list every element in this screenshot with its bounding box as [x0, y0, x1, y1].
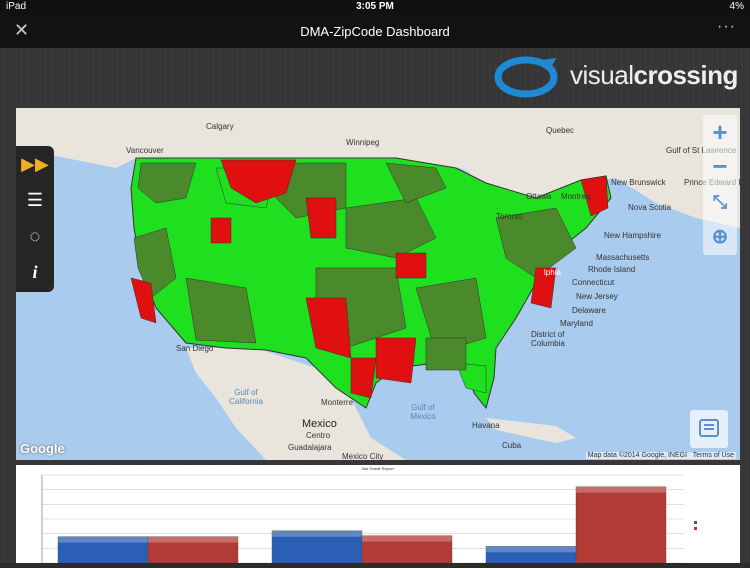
locate-icon[interactable]: ⊕	[711, 225, 729, 248]
legend-swatch-2	[694, 527, 697, 530]
fullscreen-icon[interactable]: ⤡	[712, 191, 728, 212]
map-attribution: Map data ©2014 Google, INEGI Terms of Us…	[585, 452, 736, 459]
label-gulf-st-lawrence: Gulf of St Lawrence	[666, 146, 737, 155]
bar-highlight	[272, 530, 362, 537]
bar-chart	[41, 474, 697, 564]
device-label: iPad	[6, 1, 27, 12]
label-massachusetts: Massachusetts	[596, 253, 650, 262]
bar-B-series-1[interactable]	[271, 530, 363, 564]
list-icon[interactable]: ☰	[26, 189, 44, 210]
battery-level: 4%	[729, 1, 744, 12]
label-toronto: Toronto	[496, 212, 523, 221]
clock: 3:05 PM	[356, 1, 394, 12]
bar-highlight	[576, 486, 666, 493]
label-new-jersey: New Jersey	[576, 292, 618, 301]
label-vancouver: Vancouver	[126, 146, 164, 155]
bar-highlight	[58, 536, 148, 543]
more-icon[interactable]: ···	[717, 18, 736, 35]
label-nova-scotia: Nova Scotia	[628, 203, 672, 212]
legend-swatch-1	[694, 521, 697, 524]
zoom-in-icon[interactable]: +	[712, 116, 728, 147]
page-title: DMA-ZipCode Dashboard	[300, 24, 450, 39]
choropleth-map[interactable]: Calgary Vancouver Winnipeg Quebec Gulf o…	[16, 108, 740, 460]
label-delaware: Delaware	[572, 306, 606, 315]
label-rhode-island: Rhode Island	[588, 265, 636, 274]
label-monterrey: Monterre	[321, 398, 354, 407]
chart-title: Bar Grade Report	[362, 466, 394, 471]
label-philadelphia: lphia	[544, 268, 561, 277]
circle-select-icon[interactable]: ◌	[29, 225, 41, 246]
layers-button[interactable]	[690, 410, 728, 448]
label-ottawa: Ottawa	[526, 192, 552, 201]
label-havana: Havana	[472, 421, 500, 430]
bar-highlight	[148, 536, 238, 543]
label-mexico-city: Mexico City	[342, 452, 384, 460]
zoom-out-icon[interactable]: −	[712, 150, 728, 181]
logo-mark-icon	[494, 56, 558, 98]
label-district-of-columbia: District of Columbia	[531, 330, 565, 348]
map-toolbar: ▶▶ ☰ ◌ i	[16, 146, 54, 292]
label-connecticut: Connecticut	[572, 278, 615, 287]
google-logo: Google	[20, 441, 65, 456]
bar-B-series-2[interactable]	[361, 535, 453, 564]
bar-chart-panel: Bar Grade Report	[16, 465, 740, 564]
label-winnipeg: Winnipeg	[346, 138, 380, 147]
logo-text: visualcrossing	[570, 60, 738, 90]
terms-link[interactable]: Terms of Use	[692, 452, 734, 459]
label-guadalajara: Guadalajara	[288, 443, 332, 452]
label-cuba: Cuba	[502, 441, 522, 450]
label-montreal: Montrea	[561, 192, 591, 201]
layers-icon	[699, 419, 719, 437]
bar-highlight	[362, 535, 452, 542]
visualcrossing-logo: visualcrossing	[492, 54, 742, 100]
bar-highlight	[486, 546, 576, 553]
label-gulf-california: Gulf of California	[229, 388, 263, 406]
label-centro: Centro	[306, 431, 331, 440]
nav-bar: ✕ DMA-ZipCode Dashboard ···	[0, 14, 750, 48]
status-bar: iPad 3:05 PM 4%	[0, 0, 750, 14]
label-mexico: Mexico	[302, 418, 337, 430]
fast-forward-icon[interactable]: ▶▶	[21, 153, 49, 174]
label-maryland: Maryland	[560, 319, 593, 328]
map-zoom-control: + − ⤡ ⊕	[703, 115, 737, 255]
label-new-hampshire: New Hampshire	[604, 231, 661, 240]
label-san-diego: San Diego	[176, 344, 214, 353]
label-new-brunswick: New Brunswick	[611, 178, 666, 187]
bar-C-series-2[interactable]	[575, 486, 667, 564]
label-gulf-mexico: Gulf of Mexico	[410, 403, 436, 421]
map-canvas[interactable]	[16, 108, 740, 460]
close-icon[interactable]: ✕	[14, 20, 30, 40]
label-quebec: Quebec	[546, 126, 575, 135]
label-calgary: Calgary	[206, 122, 234, 131]
info-icon[interactable]: i	[32, 261, 38, 282]
